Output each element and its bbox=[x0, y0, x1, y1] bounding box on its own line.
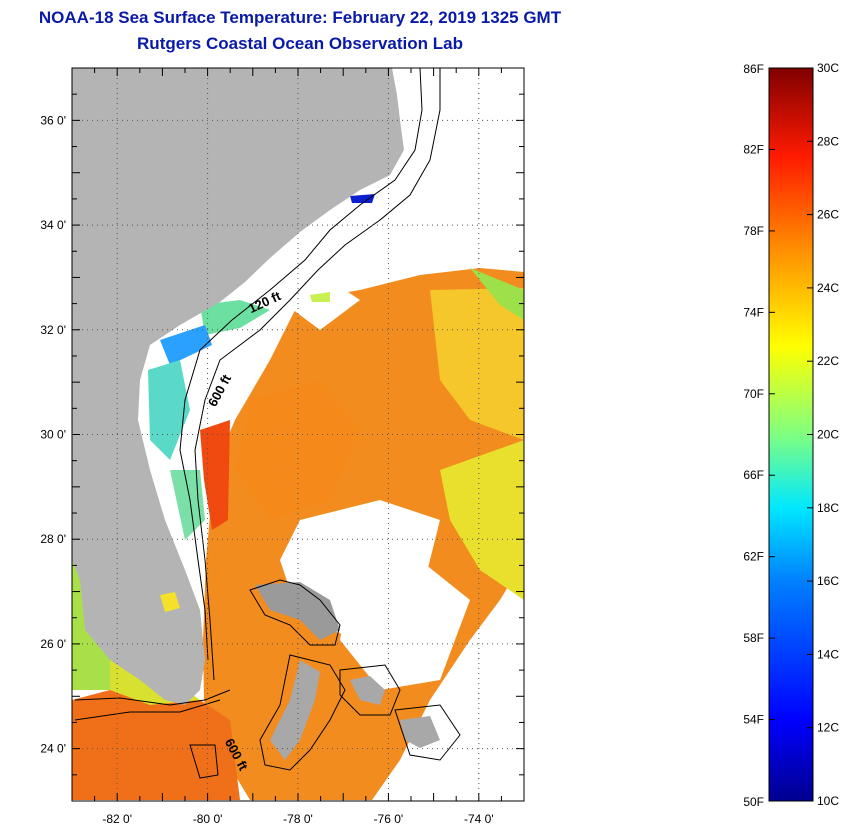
axis-labels: -82 0' -80 0' -78 0' -76 0' -74 0' 36 0' 34 0'… bbox=[40, 113, 493, 826]
lon-tick-label: -78 0' bbox=[283, 812, 313, 826]
lat-tick-label: 36 0' bbox=[40, 113, 66, 127]
lon-tick-label: -80 0' bbox=[193, 812, 223, 826]
bathymetry-contours bbox=[74, 68, 461, 779]
colorbar-c-label: 30C bbox=[817, 61, 839, 75]
colorbar-f-label: 70F bbox=[743, 387, 764, 401]
colorbar-c-label: 26C bbox=[817, 208, 839, 222]
colorbar-f-label: 54F bbox=[743, 713, 764, 727]
colorbar-c-label: 28C bbox=[817, 134, 839, 148]
map-title: NOAA-18 Sea Surface Temperature: Februar… bbox=[38, 8, 562, 27]
lat-tick-label: 32 0' bbox=[40, 323, 66, 337]
colorbar-c-label: 14C bbox=[817, 647, 839, 661]
colorbar-f-label: 86F bbox=[743, 62, 764, 76]
lat-tick-label: 26 0' bbox=[40, 637, 66, 651]
colorbar-c-label: 12C bbox=[817, 721, 839, 735]
colorbar-f-label: 62F bbox=[743, 550, 764, 564]
colorbar-c-label: 24C bbox=[817, 281, 839, 295]
colorbar-f-label: 66F bbox=[743, 468, 764, 482]
colorbar-f-label: 50F bbox=[743, 795, 764, 809]
lat-lon-grid bbox=[72, 68, 524, 801]
colorbar-c-label: 16C bbox=[817, 574, 839, 588]
axis-ticks bbox=[71, 67, 525, 802]
lon-tick-label: -74 0' bbox=[464, 812, 494, 826]
colorbar-c-label: 22C bbox=[817, 354, 839, 368]
colorbar-c-label: 20C bbox=[817, 428, 839, 442]
colorbar-gradient bbox=[768, 67, 814, 802]
lat-tick-label: 34 0' bbox=[40, 218, 66, 232]
colorbar-c-label: 10C bbox=[817, 794, 839, 808]
colorbar-f-label: 74F bbox=[743, 305, 764, 319]
map-subtitle: Rutgers Coastal Ocean Observation Lab bbox=[137, 34, 463, 53]
colorbar-fahrenheit-labels: 86F 82F 78F 74F 70F 66F 62F 58F 54F 50F bbox=[743, 62, 775, 809]
land-layer bbox=[72, 68, 440, 760]
colorbar-f-label: 58F bbox=[743, 631, 764, 645]
lat-tick-label: 28 0' bbox=[40, 532, 66, 546]
colorbar-f-label: 78F bbox=[743, 224, 764, 238]
lat-tick-label: 30 0' bbox=[40, 428, 66, 442]
lon-tick-label: -82 0' bbox=[102, 812, 132, 826]
colorbar: 86F 82F 78F 74F 70F 66F 62F 58F 54F 50F 30C 28C 26C… bbox=[743, 61, 839, 809]
colorbar-c-label: 18C bbox=[817, 501, 839, 515]
lat-tick-label: 24 0' bbox=[40, 742, 66, 756]
lon-tick-label: -76 0' bbox=[374, 812, 404, 826]
colorbar-celsius-labels: 30C 28C 26C 24C 22C 20C 18C 16C 14C 12C 10C bbox=[807, 61, 839, 808]
colorbar-f-label: 82F bbox=[743, 142, 764, 156]
